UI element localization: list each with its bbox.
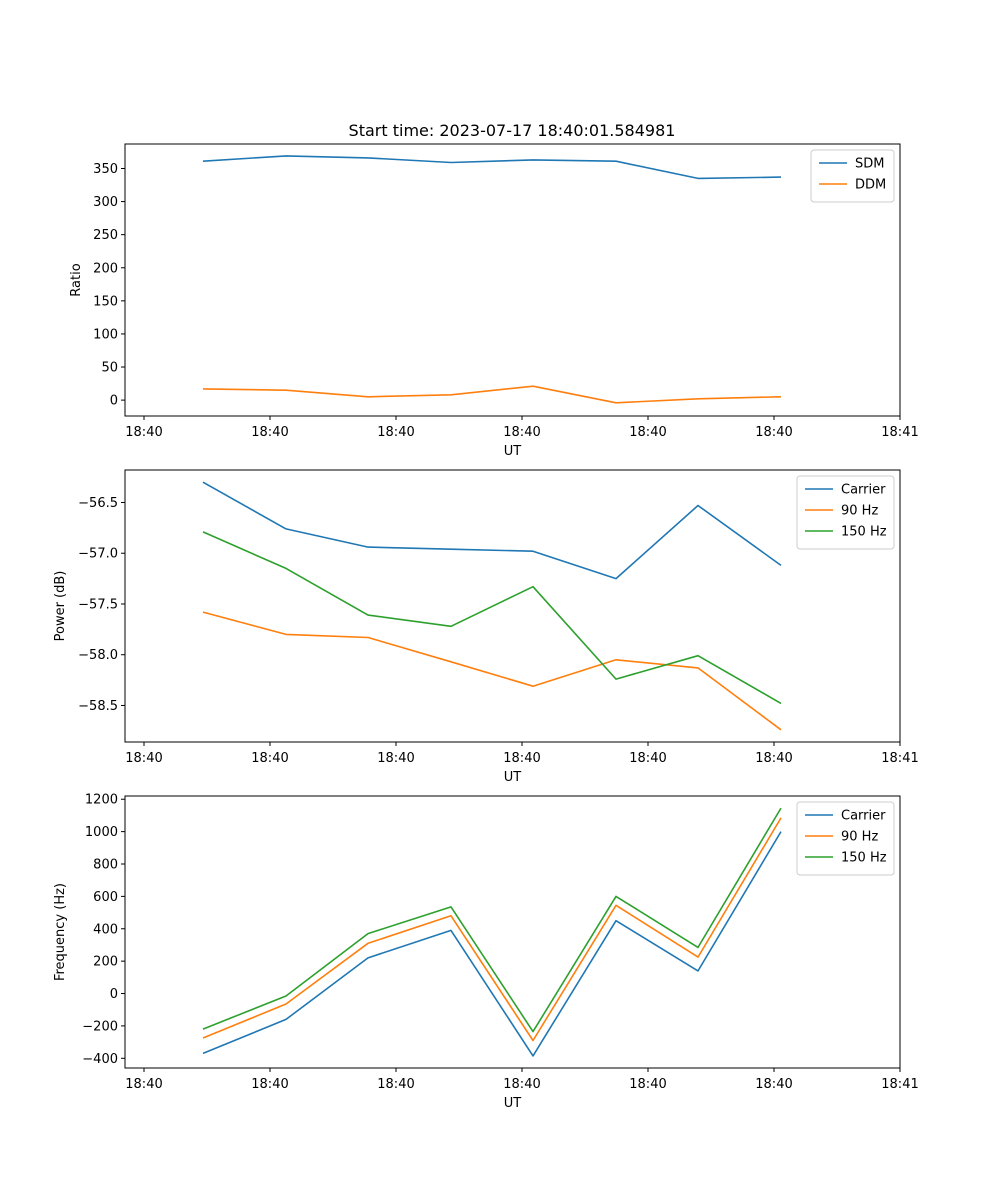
legend: Carrier 90 Hz 150 Hz xyxy=(796,801,895,876)
series-line-sdm xyxy=(202,155,782,180)
series-line-carrier xyxy=(202,481,782,580)
x-axis-label: UT xyxy=(504,1096,522,1111)
y-tick-label: 0 xyxy=(110,987,118,1002)
x-tick-label: 18:40 xyxy=(125,425,162,440)
y-tick-label: −57.5 xyxy=(78,597,118,612)
series-line-ddm xyxy=(202,385,782,404)
x-tick-label: 18:40 xyxy=(503,425,540,440)
legend: Carrier 90 Hz 150 Hz xyxy=(796,475,895,550)
plot-frame xyxy=(124,143,901,417)
figure-title: Start time: 2023-07-17 18:40:01.584981 xyxy=(349,121,676,140)
x-tick-label: 18:40 xyxy=(629,1077,666,1092)
legend-label-carrier: Carrier xyxy=(841,809,886,824)
y-tick-label: 200 xyxy=(93,261,118,276)
y-tick-label: −58.5 xyxy=(78,699,118,714)
y-tick-label: −200 xyxy=(82,1019,118,1034)
series-line-carrier xyxy=(202,831,782,1057)
legend-label-sdm: SDM xyxy=(855,157,884,172)
x-tick-label: 18:40 xyxy=(503,751,540,766)
x-tick-label: 18:40 xyxy=(755,425,792,440)
x-tick-label: 18:40 xyxy=(251,425,288,440)
series-line-150-hz xyxy=(202,807,782,1033)
x-tick-label: 18:40 xyxy=(251,1077,288,1092)
y-tick-label: 800 xyxy=(93,858,118,873)
y-axis-label: Ratio xyxy=(69,263,84,296)
x-tick-label: 18:40 xyxy=(377,425,414,440)
series-line-90-hz xyxy=(202,817,782,1042)
y-tick-label: −56.5 xyxy=(78,496,118,511)
y-tick-label: 0 xyxy=(110,394,118,409)
y-tick-label: −57.0 xyxy=(78,547,118,562)
chart-panel-3: 18:40 18:40 18:40 18:40 18:40 18:40 18:41 −400 −… xyxy=(53,793,919,1111)
panels: 18:40 18:40 18:40 18:40 18:40 18:40 18:41 0 50 10… xyxy=(53,143,919,1111)
x-tick-label: 18:40 xyxy=(629,751,666,766)
legend-label-carrier: Carrier xyxy=(841,483,886,498)
chart-panel-1: 18:40 18:40 18:40 18:40 18:40 18:40 18:41 0 50 10… xyxy=(69,143,919,459)
y-tick-label: 350 xyxy=(93,162,118,177)
y-axis-label: Frequency (Hz) xyxy=(53,883,68,981)
x-axis-label: UT xyxy=(504,770,522,785)
x-tick-label: 18:40 xyxy=(377,751,414,766)
plot-frame xyxy=(124,795,901,1069)
y-tick-label: −58.0 xyxy=(78,648,118,663)
x-axis-label: UT xyxy=(504,444,522,459)
legend-label-90-hz: 90 Hz xyxy=(841,830,878,845)
x-tick-label: 18:41 xyxy=(881,751,918,766)
legend-label-150-hz: 150 Hz xyxy=(841,851,887,866)
y-tick-label: 100 xyxy=(93,327,118,342)
x-tick-label: 18:40 xyxy=(755,1077,792,1092)
x-tick-label: 18:40 xyxy=(125,1077,162,1092)
y-tick-label: 50 xyxy=(101,361,118,376)
legend-label-150-hz: 150 Hz xyxy=(841,525,887,540)
y-axis-label: Power (dB) xyxy=(53,571,68,642)
series-line-150-hz xyxy=(202,531,782,705)
chart-panel-2: 18:40 18:40 18:40 18:40 18:40 18:40 18:41 −58.5… xyxy=(53,469,919,785)
series-line-90-hz xyxy=(202,611,782,731)
y-tick-label: −400 xyxy=(82,1052,118,1067)
y-tick-label: 150 xyxy=(93,294,118,309)
y-tick-label: 1000 xyxy=(85,825,118,840)
x-tick-label: 18:40 xyxy=(125,751,162,766)
y-tick-label: 250 xyxy=(93,228,118,243)
y-tick-label: 1200 xyxy=(85,793,118,808)
legend-label-ddm: DDM xyxy=(855,178,886,193)
y-tick-label: 600 xyxy=(93,890,118,905)
x-tick-label: 18:41 xyxy=(881,1077,918,1092)
x-tick-label: 18:40 xyxy=(377,1077,414,1092)
legend: SDM DDM xyxy=(810,149,895,203)
x-tick-label: 18:40 xyxy=(629,425,666,440)
x-tick-label: 18:40 xyxy=(503,1077,540,1092)
legend-label-90-hz: 90 Hz xyxy=(841,504,878,519)
y-tick-label: 300 xyxy=(93,195,118,210)
y-tick-label: 200 xyxy=(93,955,118,970)
plot-frame xyxy=(124,469,901,743)
x-tick-label: 18:41 xyxy=(881,425,918,440)
y-tick-label: 400 xyxy=(93,922,118,937)
x-tick-label: 18:40 xyxy=(251,751,288,766)
x-tick-label: 18:40 xyxy=(755,751,792,766)
